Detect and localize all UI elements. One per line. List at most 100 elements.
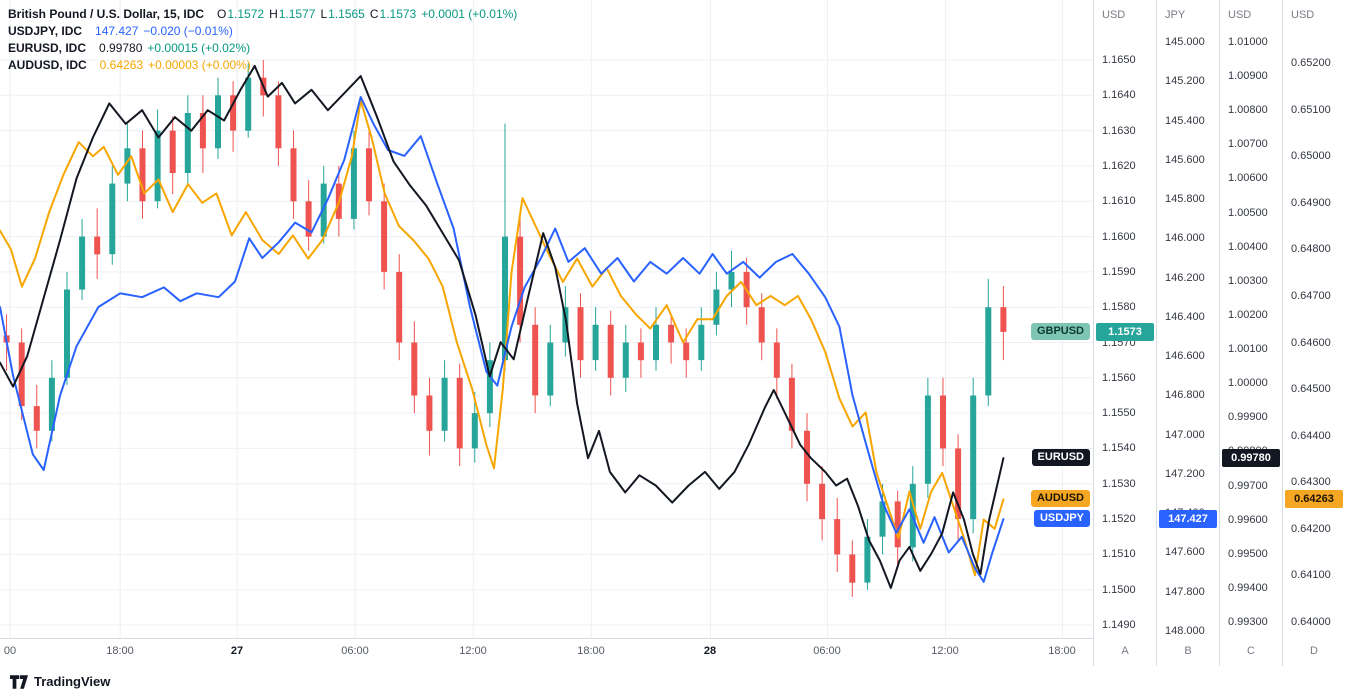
- axis-tick-label: 146.200: [1165, 272, 1205, 284]
- axis-tick-label: 1.01000: [1228, 36, 1268, 48]
- axis-tick-label: 145.400: [1165, 115, 1205, 127]
- axis-tick-label: 0.65000: [1291, 150, 1331, 162]
- axis-tick-label: 0.65100: [1291, 104, 1331, 116]
- axis-tick-label: 1.1640: [1102, 89, 1136, 101]
- time-tick-label: 18:00: [106, 645, 134, 657]
- candle-body: [366, 148, 372, 202]
- candle-body: [804, 430, 810, 484]
- chart-plot-area[interactable]: British Pound / U.S. Dollar, 15, IDC O1.1…: [0, 0, 1093, 638]
- candle-body: [411, 342, 418, 396]
- axis-tick-label: 0.99600: [1228, 514, 1268, 526]
- candle-body: [230, 95, 237, 131]
- candle-body: [517, 236, 524, 325]
- axis-letter: A: [1121, 645, 1129, 657]
- candle-body: [849, 554, 856, 583]
- time-tick-label: 18:00: [577, 645, 605, 657]
- candle-body: [653, 324, 659, 361]
- candle-body: [48, 377, 55, 431]
- candle-body: [486, 360, 493, 414]
- candle-body: [622, 342, 629, 378]
- axis-tick-label: 145.600: [1165, 154, 1205, 166]
- candle-body: [290, 148, 297, 202]
- legend-row-eurusd[interactable]: EURUSD, IDC 0.99780 +0.00015 (+0.02%): [8, 40, 517, 57]
- legend-row-audusd[interactable]: AUDUSD, IDC 0.64263 +0.00003 (+0.00%): [8, 57, 517, 74]
- candle-body: [426, 395, 433, 431]
- audusd-price-label-badge: 0.64263: [1285, 490, 1343, 508]
- axis-tick-label: 1.00000: [1228, 377, 1268, 389]
- candle-body: [547, 342, 554, 396]
- axis-tick-label: 147.600: [1165, 546, 1205, 558]
- axis-tick-label: 1.00300: [1228, 275, 1268, 287]
- axis-tick-label: 0.99400: [1228, 582, 1268, 594]
- time-tick-label: 06:00: [813, 645, 841, 657]
- candle-body: [758, 307, 765, 343]
- axis-tick-label: 1.00200: [1228, 309, 1268, 321]
- price-chart-canvas[interactable]: [0, 0, 1093, 638]
- overlay-value: 147.427: [95, 24, 139, 38]
- axis-tick-label: 0.64100: [1291, 569, 1331, 581]
- axis-tick-label: 0.99500: [1228, 548, 1268, 560]
- ohlc-open: O1.1572: [217, 7, 265, 21]
- axis-tick-label: 0.99900: [1228, 411, 1268, 423]
- axis-tick-label: 1.00700: [1228, 138, 1268, 150]
- tradingview-logo[interactable]: TradingView: [10, 674, 110, 689]
- axis-letter: B: [1184, 645, 1192, 657]
- candle-body: [637, 342, 644, 361]
- candle-body: [894, 501, 901, 548]
- axis-tick-label: 0.64700: [1291, 290, 1331, 302]
- candle-body: [245, 77, 252, 131]
- candle-body: [18, 342, 25, 407]
- axis-tick-label: 147.200: [1165, 468, 1205, 480]
- axis-tick-label: 1.1510: [1102, 548, 1136, 560]
- axis-tick-label: 146.000: [1165, 232, 1205, 244]
- axis-tick-label: 1.00500: [1228, 207, 1268, 219]
- legend-row-gbpusd[interactable]: British Pound / U.S. Dollar, 15, IDC O1.1…: [8, 6, 517, 23]
- candle-body: [169, 130, 176, 173]
- candle-body: [577, 307, 584, 361]
- usdjpy-line: [0, 96, 1005, 583]
- legend-row-usdjpy[interactable]: USDJPY, IDC 147.427 −0.020 (−0.01%): [8, 23, 517, 40]
- time-axis[interactable]: 00 18:00 27 06:00 12:00 18:00 28 06:00 12:00 18:0…: [0, 638, 1345, 667]
- axis-tick-label: 146.600: [1165, 350, 1205, 362]
- ohlc-low: L1.1565: [320, 7, 365, 21]
- axis-currency-label: JPY: [1165, 9, 1186, 21]
- axis-tick-label: 145.800: [1165, 193, 1205, 205]
- axis-tick-label: 1.1630: [1102, 125, 1136, 137]
- candle-body: [215, 95, 221, 149]
- candle-body: [698, 324, 705, 361]
- candle-body: [683, 342, 690, 361]
- candle-body: [728, 271, 735, 290]
- candle-body: [350, 148, 357, 219]
- axis-tick-label: 1.1620: [1102, 160, 1136, 172]
- candle-body: [924, 395, 931, 484]
- price-axis-gbpusd[interactable]: USD 1.1650 1.1640 1.1630 1.1620 1.1610 1.1600…: [1093, 0, 1156, 666]
- candle-body: [79, 236, 86, 290]
- usdjpy-series-label-badge: USDJPY: [1033, 510, 1090, 527]
- candle-body: [184, 113, 191, 173]
- candle-body: [139, 148, 146, 202]
- candle-body: [955, 448, 962, 519]
- axis-tick-label: 146.800: [1165, 389, 1205, 401]
- axis-tick-label: 0.64000: [1291, 616, 1331, 628]
- candle-body: [154, 130, 161, 202]
- overlay-title: EURUSD, IDC: [8, 41, 87, 55]
- axis-tick-label: 146.400: [1165, 311, 1205, 323]
- ohlc-close: C1.1573: [369, 7, 417, 21]
- usdjpy-price-label-badge: 147.427: [1159, 510, 1217, 528]
- candle-body: [94, 236, 101, 255]
- overlay-change: +0.00003 (+0.00%): [148, 58, 251, 72]
- axis-tick-label: 1.1540: [1102, 442, 1136, 454]
- legend: British Pound / U.S. Dollar, 15, IDC O1.1…: [8, 6, 517, 74]
- candle-body: [33, 406, 40, 431]
- gbpusd-price-label-badge: 1.1573: [1096, 323, 1154, 341]
- axis-tick-label: 0.64500: [1291, 383, 1331, 395]
- axis-tick-label: 1.00900: [1228, 70, 1268, 82]
- price-axis-usdjpy[interactable]: JPY 145.000 145.200 145.400 145.600 145.800 1…: [1156, 0, 1219, 666]
- axis-tick-label: 147.000: [1165, 429, 1205, 441]
- price-axis-audusd[interactable]: USD 0.65200 0.65100 0.65000 0.64900 0.64800 0…: [1282, 0, 1345, 666]
- price-axis-eurusd[interactable]: USD 1.01000 1.00900 1.00800 1.00700 1.00600 1…: [1219, 0, 1282, 666]
- axis-tick-label: 0.64800: [1291, 243, 1331, 255]
- candle-body: [1000, 307, 1007, 332]
- tradingview-logo-text: TradingView: [34, 674, 111, 689]
- axis-tick-label: 1.00600: [1228, 172, 1268, 184]
